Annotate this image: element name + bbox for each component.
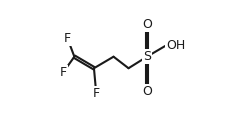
- Text: F: F: [64, 32, 71, 45]
- Text: F: F: [59, 66, 66, 79]
- Text: O: O: [142, 85, 152, 98]
- Text: F: F: [93, 87, 100, 100]
- Text: S: S: [143, 50, 151, 63]
- Text: OH: OH: [167, 39, 186, 52]
- Text: O: O: [142, 18, 152, 31]
